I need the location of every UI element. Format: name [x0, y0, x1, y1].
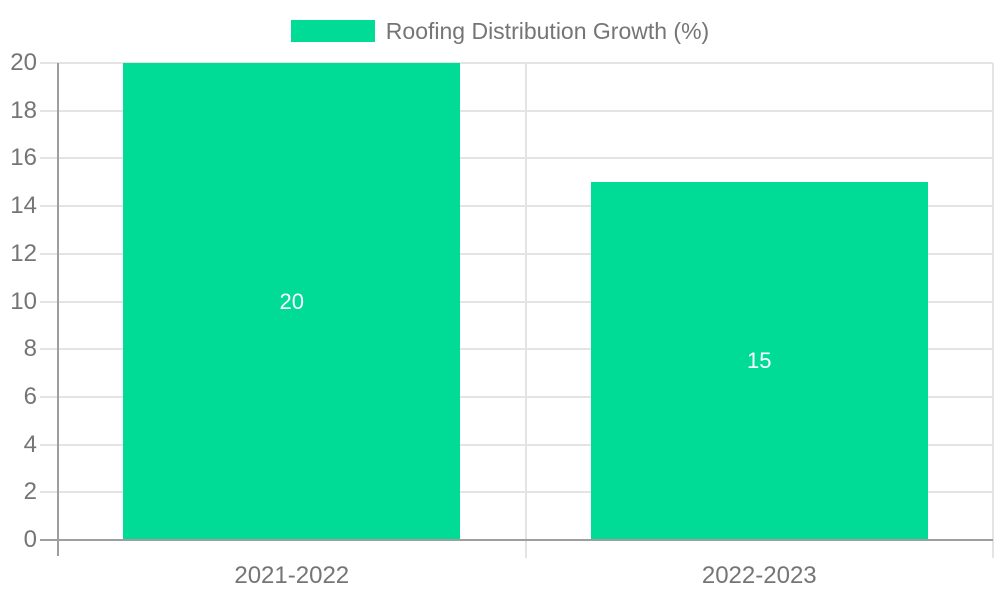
y-tick-mark	[40, 252, 58, 255]
x-axis-line	[40, 539, 993, 541]
y-tick-mark	[40, 109, 58, 112]
legend-swatch	[290, 20, 375, 42]
v-gridline	[524, 63, 527, 558]
y-tick-mark	[40, 395, 58, 398]
y-axis-line	[57, 63, 59, 556]
y-tick-label: 10	[10, 287, 37, 315]
y-tick-label: 4	[23, 430, 37, 458]
y-tick-label: 18	[10, 96, 37, 124]
x-category-label: 2022-2023	[701, 562, 817, 589]
legend-label: Roofing Distribution Growth (%)	[385, 17, 710, 44]
v-gridline	[992, 63, 994, 558]
y-tick-mark	[40, 62, 58, 64]
y-tick-label: 8	[23, 335, 37, 363]
y-tick-label: 0	[23, 526, 37, 553]
y-tick-label: 20	[10, 49, 37, 76]
chart-legend[interactable]: Roofing Distribution Growth (%)	[0, 16, 1000, 46]
bar-value-label: 15	[747, 348, 772, 374]
bar[interactable]	[123, 63, 461, 540]
y-tick-label: 14	[10, 192, 37, 220]
y-tick-label: 6	[23, 382, 37, 410]
y-tick-label: 16	[10, 144, 37, 172]
y-tick-label: 2	[23, 478, 37, 506]
y-tick-mark	[40, 300, 58, 303]
bar[interactable]	[590, 182, 928, 540]
y-tick-mark	[40, 157, 58, 160]
y-tick-mark	[40, 348, 58, 351]
bar-value-label: 20	[279, 288, 304, 314]
x-category-label: 2021-2022	[234, 562, 350, 589]
y-tick-mark	[40, 205, 58, 208]
y-tick-mark	[40, 443, 58, 446]
y-tick-label: 12	[10, 239, 37, 267]
y-tick-mark	[40, 491, 58, 494]
